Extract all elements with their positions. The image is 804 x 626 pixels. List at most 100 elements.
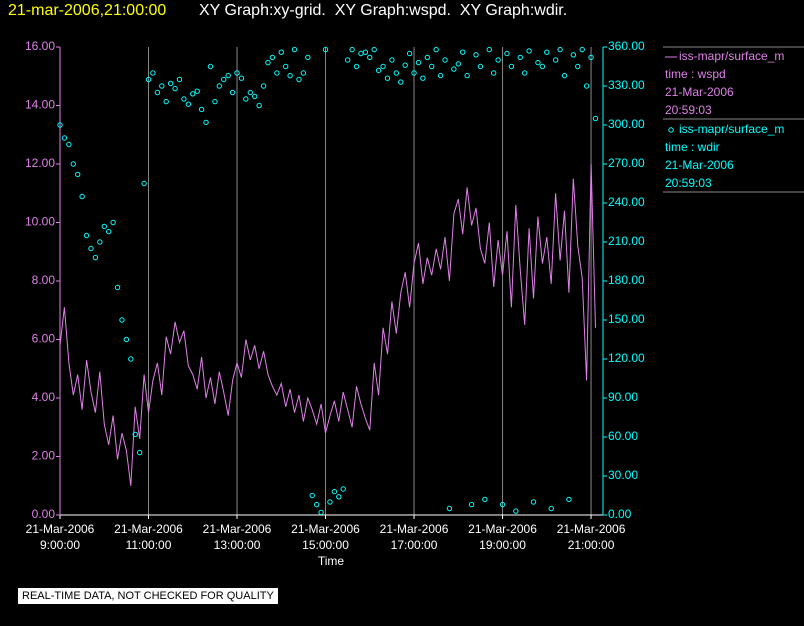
wdir-point <box>544 49 550 55</box>
y2-tick-label: 270.00 <box>608 156 645 170</box>
legend-date: 21-Mar-2006 <box>665 85 734 99</box>
wdir-point <box>495 57 501 63</box>
y2-tick-label: 240.00 <box>608 195 645 209</box>
wdir-point <box>575 63 581 70</box>
wdir-point <box>548 505 554 512</box>
wdir-point <box>136 449 143 456</box>
wdir-point <box>207 63 214 70</box>
x-tick-label: 21-Mar-2006 19:00:00 <box>468 522 537 552</box>
wdir-point <box>132 431 138 438</box>
wdir-point <box>389 57 395 63</box>
legend-label: time : wdir <box>665 140 720 154</box>
wdir-point <box>433 46 439 53</box>
y2-tick-label: 0.00 <box>608 507 632 521</box>
wdir-point <box>75 171 81 178</box>
wdir-point <box>473 52 479 58</box>
wdir-point <box>588 54 594 61</box>
wdir-point <box>163 98 169 105</box>
y2-tick-label: 300.00 <box>608 117 645 131</box>
wdir-point <box>234 70 240 76</box>
y2-tick-label: 360.00 <box>608 39 645 53</box>
wdir-point <box>97 239 103 245</box>
wdir-point <box>313 501 320 508</box>
y2-tick-label: 120.00 <box>608 351 645 365</box>
x-tick-label: 21-Mar-2006 15:00:00 <box>291 522 360 552</box>
wdir-point <box>583 83 590 89</box>
y2-tick-label: 180.00 <box>608 273 645 287</box>
wdir-point <box>393 70 400 76</box>
quality-note: REAL-TIME DATA, NOT CHECKED FOR QUALITY <box>18 588 278 604</box>
wdir-point <box>344 57 351 63</box>
wdir-point <box>167 80 174 87</box>
wdir-point <box>238 75 245 81</box>
wdir-point <box>530 499 537 505</box>
y2-tick-label: 330.00 <box>608 78 645 92</box>
wdir-point <box>154 89 161 96</box>
wdir-point <box>451 66 457 72</box>
y2-tick-label: 210.00 <box>608 234 645 248</box>
wdir-point <box>557 46 563 53</box>
wdir-point <box>424 54 431 61</box>
wdir-point <box>203 119 209 126</box>
wdir-point <box>212 98 218 105</box>
x-tick-label: 21-Mar-2006 13:00:00 <box>202 522 272 552</box>
wdir-point <box>61 135 68 141</box>
legend-label: time : wspd <box>665 67 726 81</box>
chart-title: 21-mar-2006,21:00:00 <box>8 2 166 19</box>
wdir-point <box>287 72 293 79</box>
wdir-point <box>79 193 85 200</box>
wdir-point <box>490 70 497 76</box>
wdir-point <box>229 89 236 96</box>
wdir-point <box>92 254 99 261</box>
wdir-point <box>57 122 63 128</box>
wdir-point <box>318 509 324 516</box>
wdir-point <box>300 70 307 76</box>
y2-tick-label: 60.00 <box>608 429 638 443</box>
wdir-point <box>185 101 192 107</box>
wdir-point <box>145 76 152 83</box>
wdir-point <box>269 54 276 61</box>
wdir-point <box>260 83 267 89</box>
wdir-point <box>198 106 205 113</box>
wdir-point <box>517 54 523 61</box>
wdir-point <box>349 46 355 53</box>
wdir-point <box>526 48 532 54</box>
wdir-point <box>384 75 391 81</box>
wdir-point <box>539 63 546 70</box>
wdir-point <box>296 76 302 83</box>
wdir-point <box>358 50 364 57</box>
wdir-point <box>70 161 76 167</box>
wdir-point <box>398 79 404 85</box>
wdir-point <box>535 59 541 66</box>
wdir-point <box>592 115 599 122</box>
wdir-point <box>460 49 466 55</box>
wdir-point <box>194 88 200 94</box>
wdir-point <box>521 70 528 76</box>
wdir-point <box>110 219 116 226</box>
wdir-point <box>150 70 156 76</box>
wdir-point <box>225 72 231 79</box>
wdir-point <box>265 59 271 66</box>
wdir-point <box>442 57 448 63</box>
y-tick-label: 12.00 <box>25 156 55 170</box>
wdir-point <box>190 91 196 97</box>
wdir-point <box>508 63 515 70</box>
wdir-point <box>513 508 519 514</box>
y-tick-label: 6.00 <box>32 332 56 346</box>
wdir-point <box>274 70 280 76</box>
wdir-point <box>579 46 585 53</box>
wdir-point <box>128 356 134 362</box>
wdir-point <box>464 72 470 79</box>
y2-tick-label: 150.00 <box>608 312 645 326</box>
wdir-point <box>411 70 417 76</box>
wdir-point <box>437 72 444 79</box>
wdir-point <box>278 49 284 55</box>
wdir-point <box>499 501 506 508</box>
wdir-point <box>83 232 90 239</box>
wdir-point <box>336 494 342 500</box>
legend-time: 20:59:03 <box>665 176 712 190</box>
legend-time: 20:59:03 <box>665 103 712 117</box>
wdir-point <box>327 499 333 505</box>
y2-tick-label: 30.00 <box>608 468 638 482</box>
